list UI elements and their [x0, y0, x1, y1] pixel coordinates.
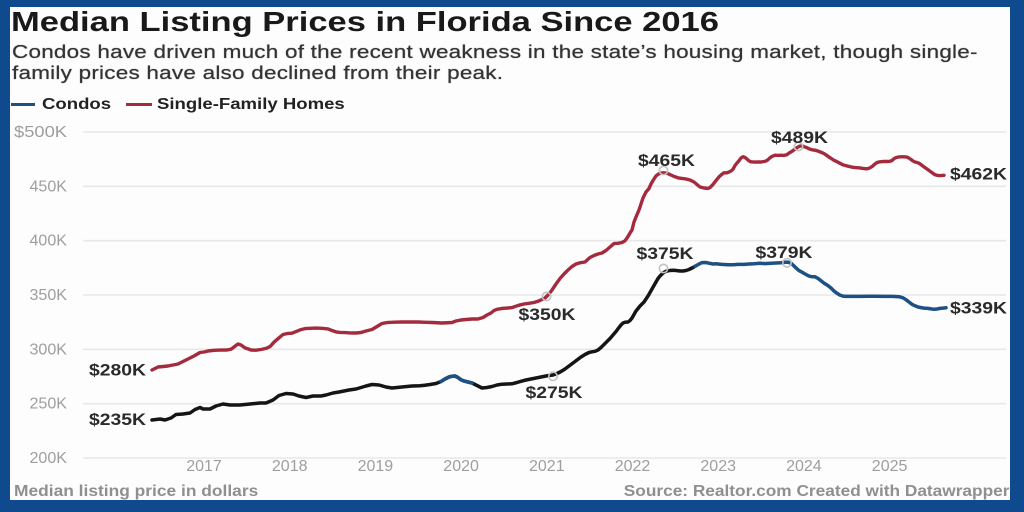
svg-text:2022: 2022 [615, 458, 651, 475]
svg-text:$280K: $280K [89, 362, 146, 380]
svg-text:$350K: $350K [519, 306, 576, 324]
svg-text:$275K: $275K [526, 384, 583, 402]
svg-text:350K: 350K [30, 287, 68, 304]
svg-text:250K: 250K [30, 396, 68, 413]
svg-text:2024: 2024 [786, 458, 822, 475]
svg-text:2019: 2019 [358, 458, 394, 475]
svg-text:$500K: $500K [14, 124, 67, 141]
svg-text:200K: 200K [30, 450, 68, 467]
svg-text:$462K: $462K [950, 166, 1007, 184]
svg-text:2021: 2021 [529, 458, 565, 475]
svg-text:300K: 300K [30, 341, 68, 358]
svg-text:$375K: $375K [637, 245, 694, 263]
svg-text:2017: 2017 [186, 458, 222, 475]
svg-text:2023: 2023 [700, 458, 736, 475]
svg-text:2020: 2020 [443, 458, 479, 475]
svg-text:400K: 400K [30, 233, 68, 250]
svg-text:$489K: $489K [771, 129, 828, 147]
svg-text:$465K: $465K [638, 152, 695, 170]
svg-text:$379K: $379K [756, 244, 813, 262]
svg-text:2018: 2018 [272, 458, 308, 475]
svg-text:$235K: $235K [89, 411, 146, 429]
svg-text:$339K: $339K [950, 300, 1007, 318]
svg-text:450K: 450K [30, 178, 68, 195]
svg-text:2025: 2025 [872, 458, 908, 475]
